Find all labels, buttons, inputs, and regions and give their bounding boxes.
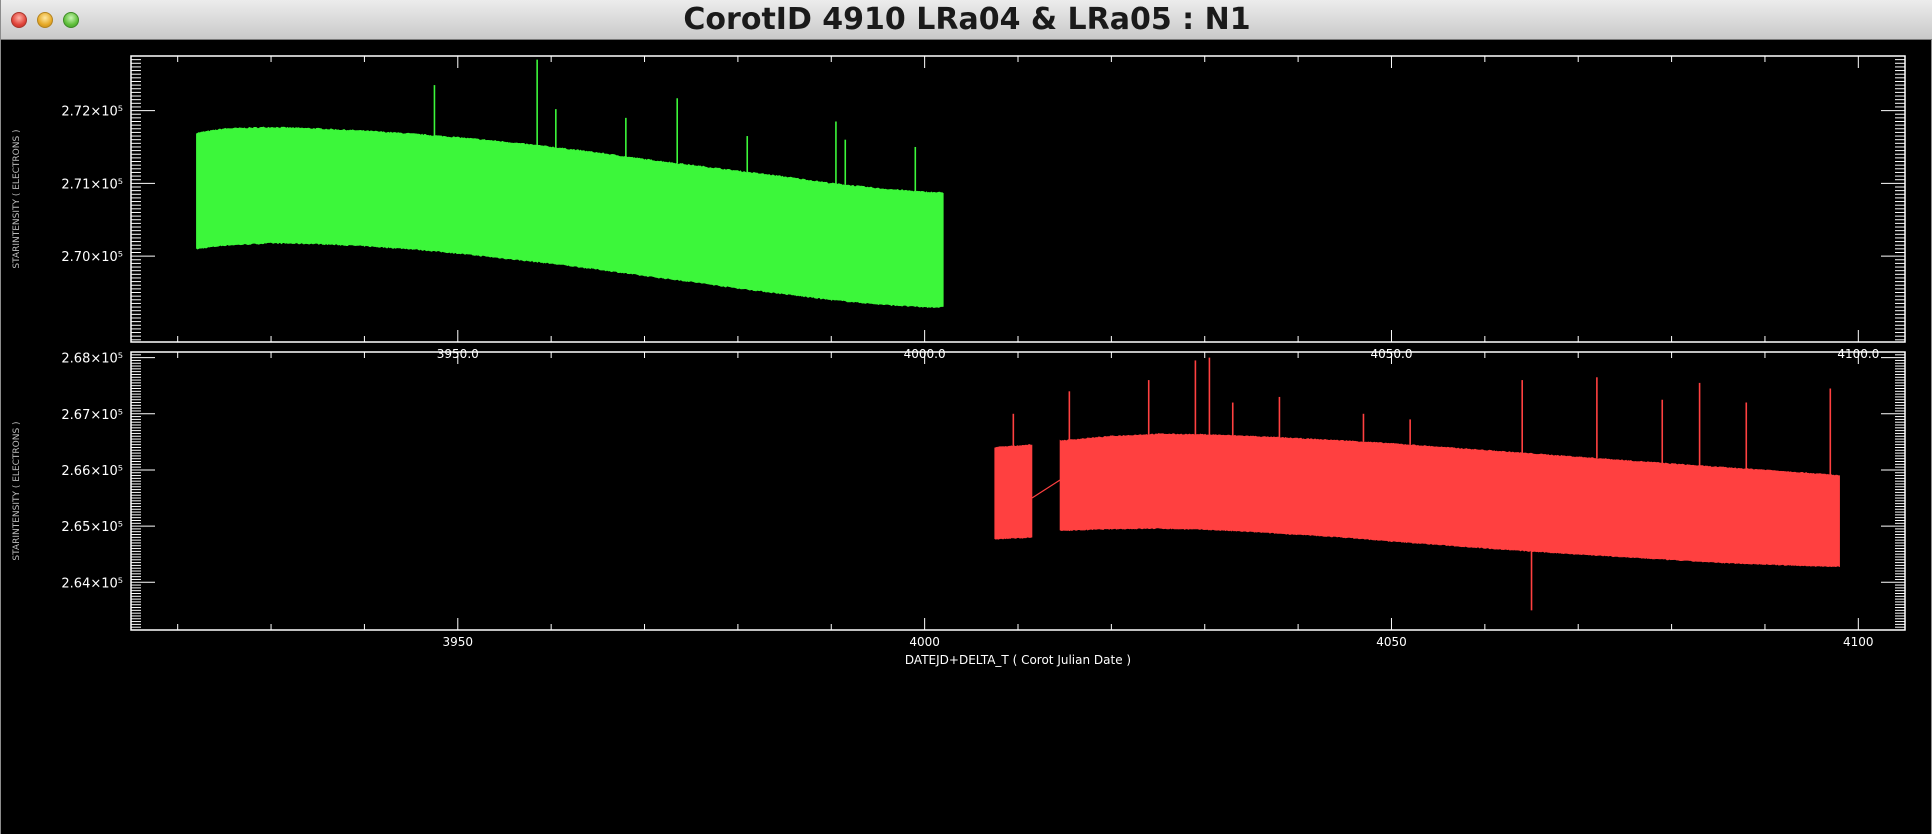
x-tick-label: 4000	[909, 635, 940, 649]
y-axis-label: STARINTENSITY ( ELECTRONS )	[12, 421, 22, 560]
data-band	[994, 444, 1033, 540]
title-bar[interactable]: CorotID 4910 LRa04 & LRa05 : N1	[1, 0, 1932, 40]
x-tick-label: 4100	[1843, 635, 1874, 649]
minimize-icon[interactable]	[37, 12, 53, 28]
y-tick-label: 2.70×10⁵	[61, 250, 123, 265]
y-tick-label: 2.72×10⁵	[61, 105, 123, 120]
top-panel: 3950.0 4000.0 4050.0 4100.02.70×10⁵2.71×10⁵…	[12, 55, 1906, 361]
y-tick-label: 2.65×10⁵	[61, 520, 123, 535]
x-axis-label: DATEJD+DELTA_T ( Corot Julian Date )	[905, 653, 1131, 667]
plot-canvas: 3950.0 4000.0 4050.0 4100.02.70×10⁵2.71×10⁵…	[12, 55, 1906, 667]
y-axis-label: STARINTENSITY ( ELECTRONS )	[12, 129, 22, 268]
x-tick-label: 4050	[1376, 635, 1407, 649]
window-title: CorotID 4910 LRa04 & LRa05 : N1	[683, 2, 1251, 37]
gap-bridge-line	[1031, 479, 1061, 499]
y-tick-label: 2.71×10⁵	[61, 177, 123, 192]
x-tick-label: 3950	[443, 635, 474, 649]
y-tick-label: 2.64×10⁵	[61, 576, 123, 591]
maximize-icon[interactable]	[63, 12, 79, 28]
y-tick-label: 2.67×10⁵	[61, 408, 123, 423]
y-tick-label: 2.66×10⁵	[61, 464, 123, 479]
y-tick-label: 2.68×10⁵	[61, 352, 123, 367]
data-band	[196, 126, 944, 309]
close-icon[interactable]	[11, 12, 27, 28]
bottom-panel: 3950 4000 4050 4100 2.64×10⁵ 2.65×10⁵ 2.66×10⁵…	[12, 351, 1906, 667]
data-band	[1059, 433, 1840, 568]
